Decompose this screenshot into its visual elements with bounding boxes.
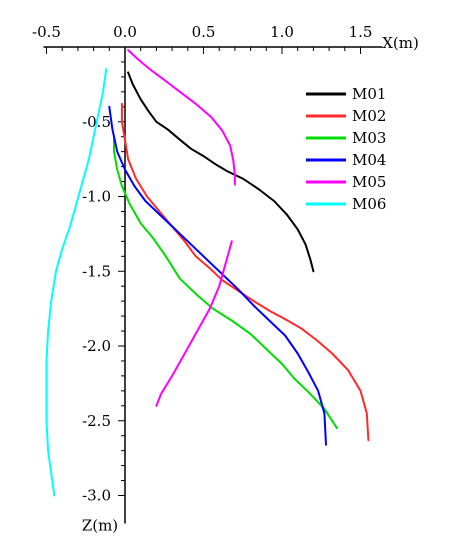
legend-label-m06: M06 — [352, 195, 386, 213]
x-axis-title: X(m) — [382, 34, 419, 52]
series-m05-line — [155, 240, 233, 407]
legend-label-m03: M03 — [352, 129, 386, 147]
series-m04-line — [108, 105, 327, 446]
series-m02-line — [120, 102, 370, 442]
y-tick-label: -1.5 — [82, 262, 111, 280]
legend-label-m04: M04 — [352, 151, 386, 169]
x-tick-label: 0.0 — [113, 23, 137, 41]
x-tick-label: -0.5 — [32, 23, 61, 41]
legend: M01 M02 M03 M04 M05 M06 — [306, 85, 386, 213]
series-m01-line — [127, 71, 315, 273]
series-m06-line — [45, 68, 108, 497]
x-ticks: -0.5 0.0 0.5 1.0 1.5 — [32, 23, 372, 54]
series-layer — [45, 49, 370, 497]
y-tick-label: -2.5 — [82, 412, 111, 430]
legend-label-m02: M02 — [352, 107, 386, 125]
x-tick-label: 1.0 — [270, 23, 294, 41]
axes-layer: -0.5 0.0 0.5 1.0 1.5 -0.5 -1.0 -1.5 -2.0 -2.5 -3.… — [32, 23, 419, 535]
y-tick-label: -3.0 — [82, 487, 111, 505]
y-tick-label: -1.0 — [82, 188, 111, 206]
y-axis-title: Z(m) — [82, 517, 118, 535]
series-m03-line — [113, 135, 338, 430]
legend-label-m05: M05 — [352, 173, 386, 191]
x-tick-label: 0.5 — [192, 23, 216, 41]
y-tick-label: -2.0 — [82, 337, 111, 355]
y-ticks: -0.5-1.0-1.5-2.0-2.5-3.0 — [82, 61, 125, 505]
legend-label-m01: M01 — [352, 85, 386, 103]
series-m05-line — [127, 49, 236, 186]
x-tick-label: 1.5 — [349, 23, 373, 41]
